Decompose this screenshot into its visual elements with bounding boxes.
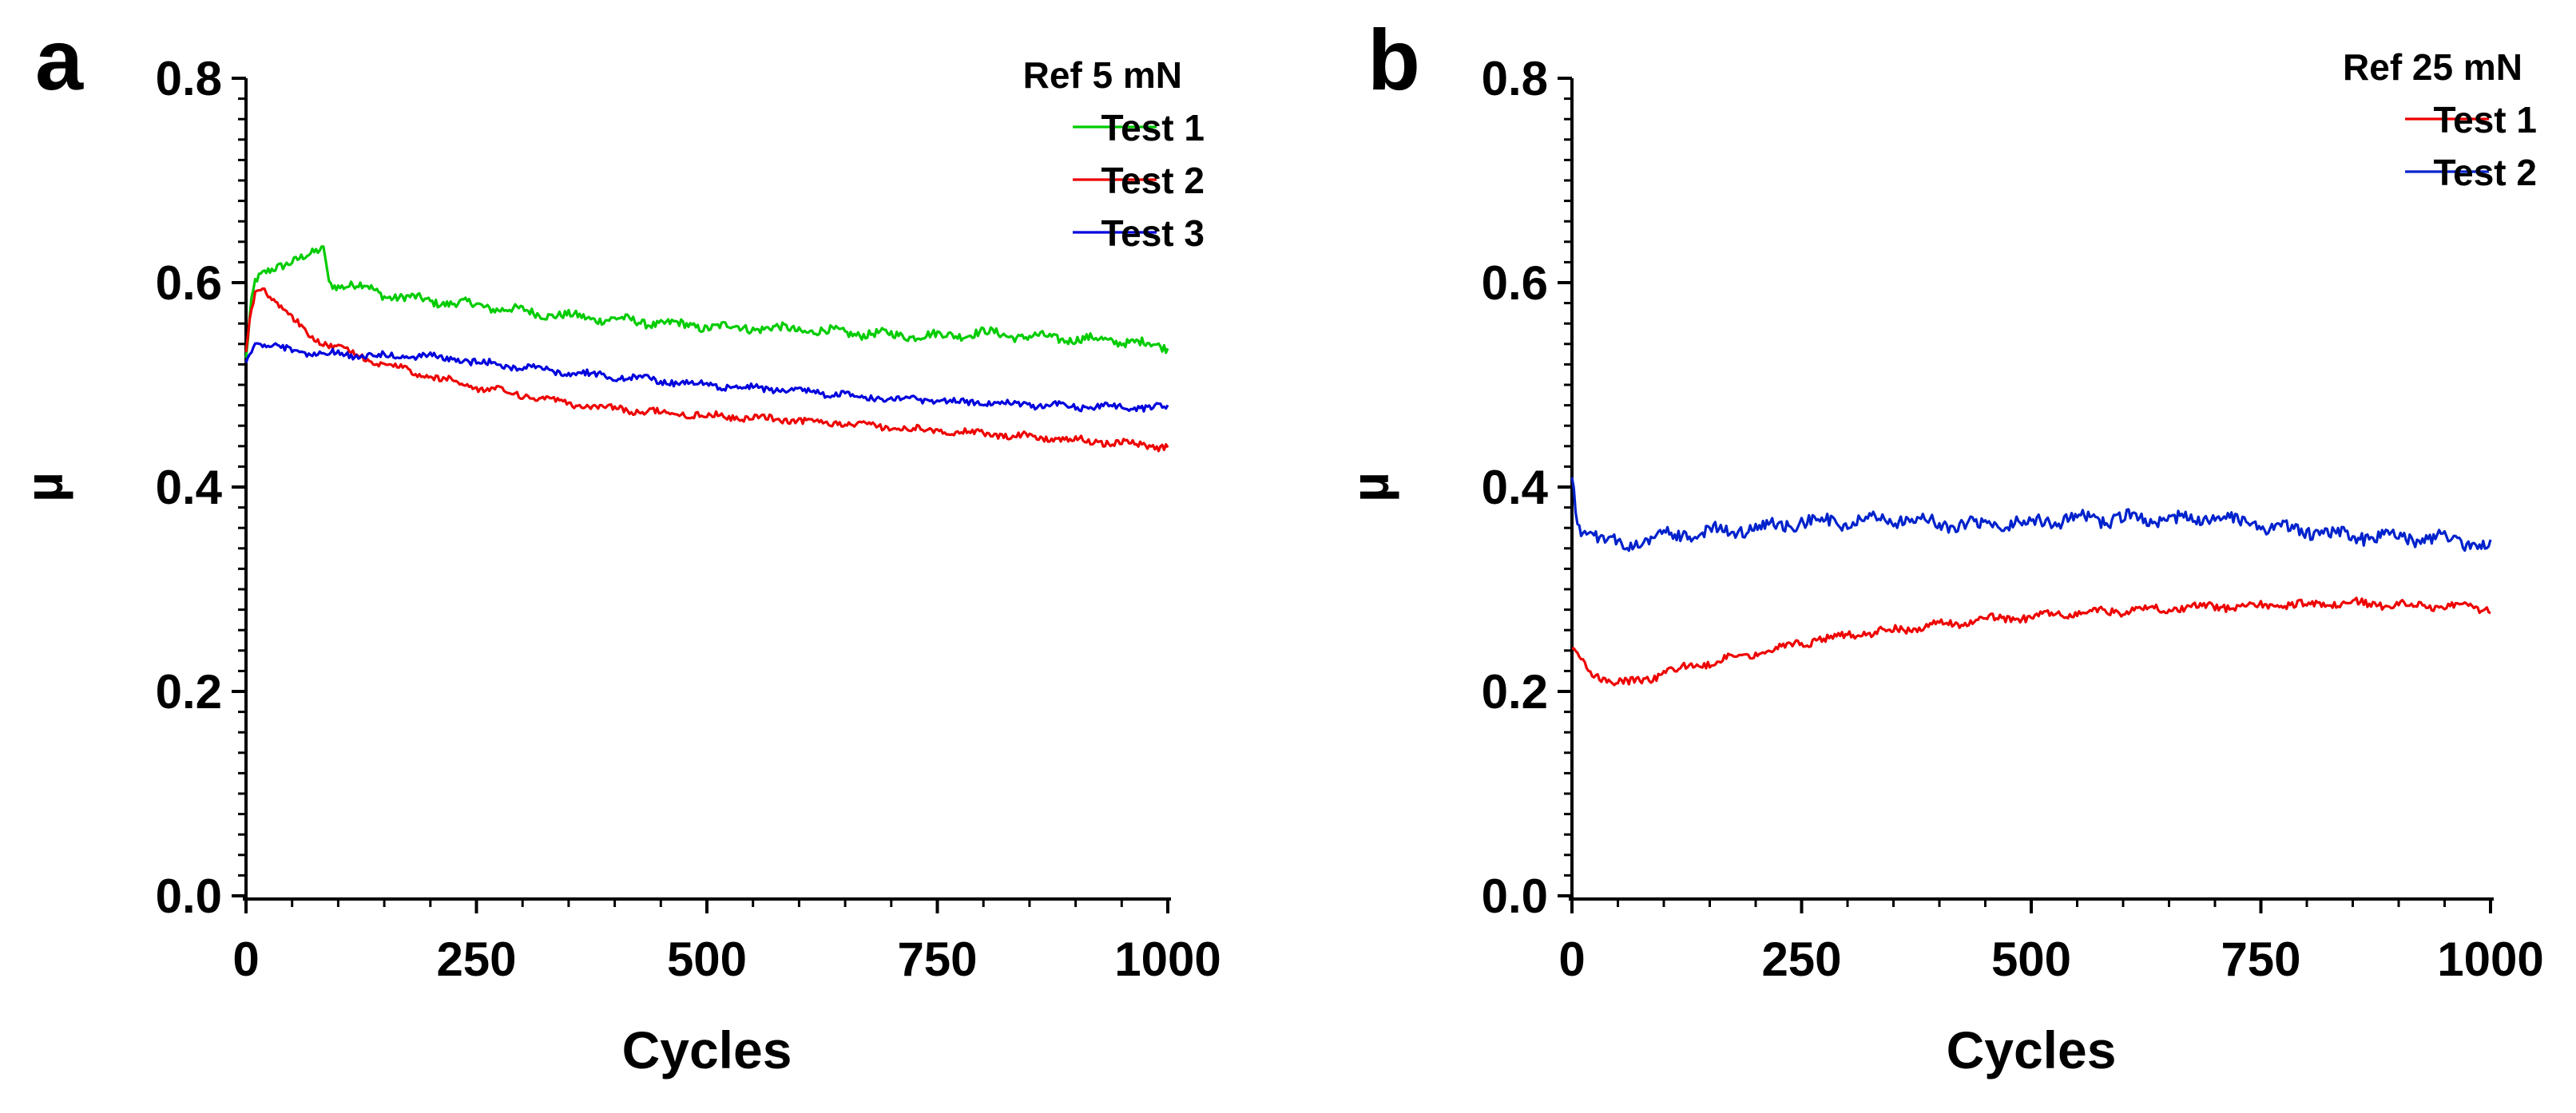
y-tick-label: 0.8 (156, 52, 222, 105)
y-tick-label: 0.6 (156, 256, 222, 310)
legend-label: Test 3 (1101, 212, 1205, 254)
y-tick-label: 0.6 (1482, 256, 1548, 310)
panel-a-letter: a (35, 11, 84, 108)
panel-b: b 0.0 0.2 0.4 0.6 0.8 0 250 500 750 1000 Cycles µ Re… (1340, 11, 2544, 1079)
x-tick-label: 0 (232, 933, 259, 986)
legend-label: Test 1 (1101, 107, 1205, 149)
series-line-test-2 (244, 287, 1169, 453)
y-tick-label: 0.2 (1482, 665, 1548, 719)
x-tick-label: 1000 (1114, 933, 1221, 986)
y-tick-label: 0.4 (1482, 461, 1549, 514)
legend-label: Test 2 (2433, 152, 2537, 193)
y-axis-label: µ (14, 472, 73, 502)
x-tick-label: 250 (1761, 933, 1841, 986)
legend-title: Ref 5 mN (1023, 54, 1182, 96)
panel-a: a 0.0 0.2 0.4 0.6 0.8 0 250 500 750 1000 Cycles µ Re… (14, 11, 1221, 1079)
x-tick-label: 1000 (2437, 933, 2543, 986)
legend-label: Test 1 (2433, 99, 2537, 141)
y-tick-label: 0.8 (1482, 52, 1548, 105)
series-line-test-1 (244, 245, 1169, 358)
x-axis-label: Cycles (1947, 1020, 2117, 1079)
y-tick-label: 0.0 (1482, 869, 1548, 923)
x-tick-label: 750 (897, 933, 977, 986)
legend-label: Test 2 (1101, 160, 1205, 201)
y-tick-label: 0.4 (156, 461, 223, 514)
series-line-test-3 (244, 342, 1169, 413)
series-line-test-1 (1571, 596, 2491, 687)
x-tick-label: 500 (1991, 933, 2071, 986)
y-axis-label: µ (1340, 472, 1399, 502)
x-tick-label: 500 (667, 933, 747, 986)
legend-title: Ref 25 mN (2343, 46, 2522, 88)
panel-b-letter: b (1367, 11, 1420, 108)
y-tick-label: 0.2 (156, 665, 222, 719)
series-line-test-2 (1570, 477, 2492, 553)
x-tick-label: 750 (2221, 933, 2300, 986)
x-tick-label: 0 (1558, 933, 1585, 986)
y-tick-label: 0.0 (156, 869, 222, 923)
x-axis-label: Cycles (622, 1020, 792, 1079)
x-tick-label: 250 (436, 933, 516, 986)
